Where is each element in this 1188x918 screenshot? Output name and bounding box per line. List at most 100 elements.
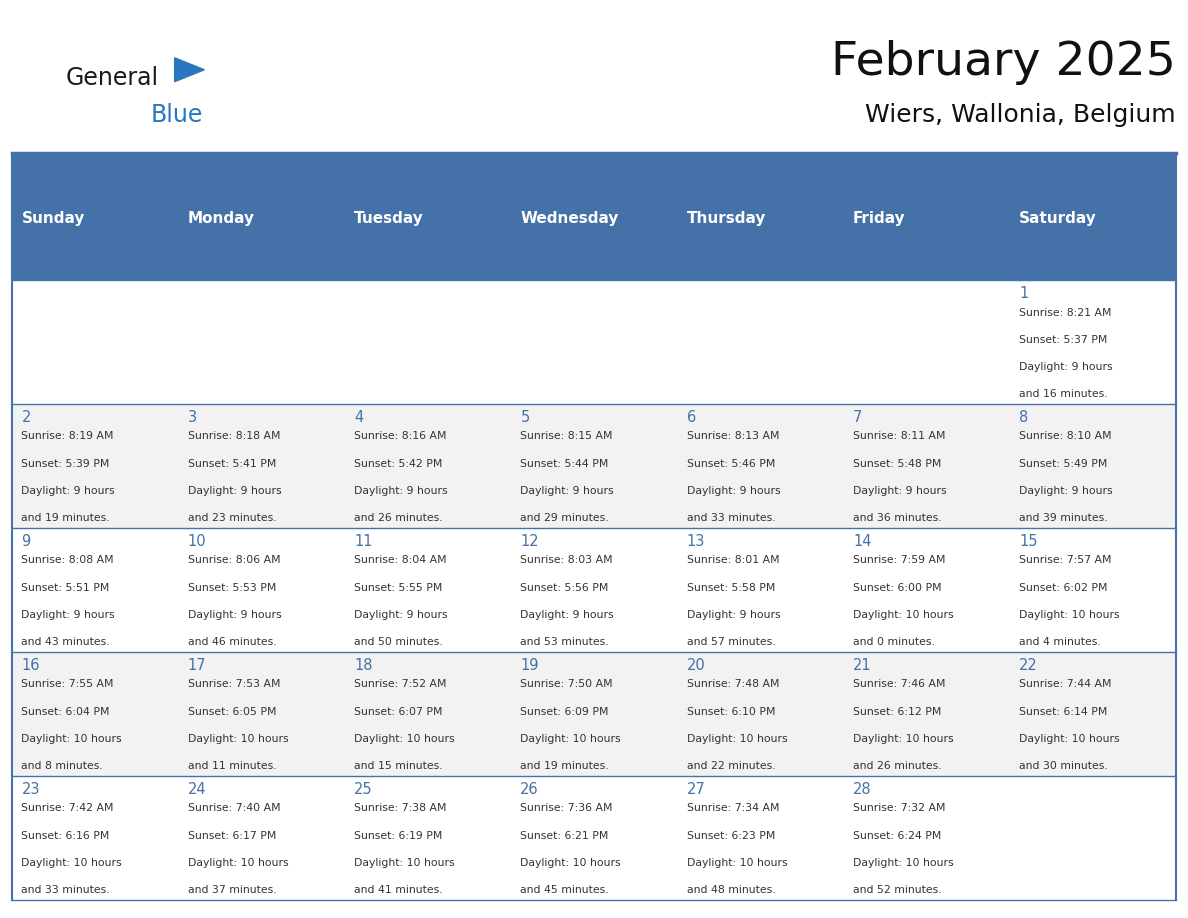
Text: Sunset: 6:00 PM: Sunset: 6:00 PM bbox=[853, 583, 942, 593]
Bar bbox=[511, 652, 677, 776]
Text: and 43 minutes.: and 43 minutes. bbox=[21, 637, 110, 647]
Bar bbox=[12, 156, 178, 280]
Bar bbox=[843, 652, 1010, 776]
Text: and 33 minutes.: and 33 minutes. bbox=[21, 885, 110, 895]
Text: Sunrise: 8:10 AM: Sunrise: 8:10 AM bbox=[1019, 431, 1112, 442]
Bar bbox=[843, 156, 1010, 280]
Bar bbox=[12, 776, 178, 900]
Text: Daylight: 9 hours: Daylight: 9 hours bbox=[520, 610, 614, 620]
Text: Daylight: 10 hours: Daylight: 10 hours bbox=[687, 733, 788, 744]
Text: and 0 minutes.: and 0 minutes. bbox=[853, 637, 935, 647]
Text: and 50 minutes.: and 50 minutes. bbox=[354, 637, 443, 647]
Text: 26: 26 bbox=[520, 782, 539, 797]
Bar bbox=[12, 404, 178, 528]
Bar bbox=[843, 776, 1010, 900]
Text: and 45 minutes.: and 45 minutes. bbox=[520, 885, 609, 895]
Bar bbox=[178, 280, 345, 404]
Text: Sunrise: 8:06 AM: Sunrise: 8:06 AM bbox=[188, 555, 280, 565]
Text: and 53 minutes.: and 53 minutes. bbox=[520, 637, 609, 647]
Bar bbox=[178, 156, 345, 280]
Bar bbox=[1010, 528, 1176, 652]
Text: Sunset: 5:46 PM: Sunset: 5:46 PM bbox=[687, 459, 775, 469]
Text: 28: 28 bbox=[853, 782, 872, 797]
Text: Daylight: 10 hours: Daylight: 10 hours bbox=[687, 857, 788, 868]
Text: 3: 3 bbox=[188, 410, 197, 425]
Text: Sunrise: 7:55 AM: Sunrise: 7:55 AM bbox=[21, 679, 114, 689]
Text: Sunset: 6:02 PM: Sunset: 6:02 PM bbox=[1019, 583, 1107, 593]
Text: Daylight: 9 hours: Daylight: 9 hours bbox=[687, 610, 781, 620]
Text: Wednesday: Wednesday bbox=[520, 210, 619, 226]
Text: Sunrise: 7:40 AM: Sunrise: 7:40 AM bbox=[188, 803, 280, 813]
Bar bbox=[511, 404, 677, 528]
Text: and 15 minutes.: and 15 minutes. bbox=[354, 761, 443, 771]
Text: and 19 minutes.: and 19 minutes. bbox=[21, 513, 110, 523]
Text: 6: 6 bbox=[687, 410, 696, 425]
Text: Sunset: 5:48 PM: Sunset: 5:48 PM bbox=[853, 459, 941, 469]
Text: Sunrise: 8:16 AM: Sunrise: 8:16 AM bbox=[354, 431, 447, 442]
Text: Daylight: 10 hours: Daylight: 10 hours bbox=[1019, 610, 1120, 620]
Text: Sunrise: 7:57 AM: Sunrise: 7:57 AM bbox=[1019, 555, 1112, 565]
Text: 19: 19 bbox=[520, 658, 539, 673]
Text: Sunrise: 8:08 AM: Sunrise: 8:08 AM bbox=[21, 555, 114, 565]
Text: Sunset: 5:37 PM: Sunset: 5:37 PM bbox=[1019, 335, 1107, 345]
Text: Daylight: 10 hours: Daylight: 10 hours bbox=[853, 610, 954, 620]
Bar bbox=[511, 776, 677, 900]
Text: Sunset: 6:09 PM: Sunset: 6:09 PM bbox=[520, 707, 608, 717]
Text: Sunset: 5:56 PM: Sunset: 5:56 PM bbox=[520, 583, 608, 593]
Text: Sunrise: 8:01 AM: Sunrise: 8:01 AM bbox=[687, 555, 779, 565]
Bar bbox=[345, 776, 511, 900]
Bar bbox=[345, 156, 511, 280]
Bar bbox=[1010, 404, 1176, 528]
Bar bbox=[178, 404, 345, 528]
Text: Daylight: 10 hours: Daylight: 10 hours bbox=[853, 733, 954, 744]
Text: Sunrise: 7:50 AM: Sunrise: 7:50 AM bbox=[520, 679, 613, 689]
Text: and 39 minutes.: and 39 minutes. bbox=[1019, 513, 1108, 523]
Text: Daylight: 9 hours: Daylight: 9 hours bbox=[188, 486, 282, 496]
Text: 14: 14 bbox=[853, 534, 872, 549]
Text: Daylight: 10 hours: Daylight: 10 hours bbox=[188, 857, 289, 868]
Text: Sunrise: 7:53 AM: Sunrise: 7:53 AM bbox=[188, 679, 280, 689]
Bar bbox=[511, 528, 677, 652]
Text: Daylight: 9 hours: Daylight: 9 hours bbox=[1019, 362, 1113, 372]
Text: and 26 minutes.: and 26 minutes. bbox=[354, 513, 443, 523]
Bar bbox=[178, 776, 345, 900]
Text: Daylight: 10 hours: Daylight: 10 hours bbox=[21, 733, 122, 744]
Text: 16: 16 bbox=[21, 658, 40, 673]
Text: 10: 10 bbox=[188, 534, 207, 549]
Text: General: General bbox=[65, 66, 158, 90]
Text: Sunrise: 7:34 AM: Sunrise: 7:34 AM bbox=[687, 803, 779, 813]
Text: Sunrise: 7:32 AM: Sunrise: 7:32 AM bbox=[853, 803, 946, 813]
Text: Sunrise: 8:19 AM: Sunrise: 8:19 AM bbox=[21, 431, 114, 442]
Text: Sunrise: 7:46 AM: Sunrise: 7:46 AM bbox=[853, 679, 946, 689]
Text: and 16 minutes.: and 16 minutes. bbox=[1019, 389, 1108, 399]
Bar bbox=[345, 528, 511, 652]
Text: Sunset: 5:51 PM: Sunset: 5:51 PM bbox=[21, 583, 109, 593]
Text: Daylight: 10 hours: Daylight: 10 hours bbox=[188, 733, 289, 744]
Bar bbox=[511, 280, 677, 404]
Text: Sunset: 5:58 PM: Sunset: 5:58 PM bbox=[687, 583, 775, 593]
Text: Daylight: 9 hours: Daylight: 9 hours bbox=[1019, 486, 1113, 496]
Text: and 26 minutes.: and 26 minutes. bbox=[853, 761, 942, 771]
Text: Daylight: 9 hours: Daylight: 9 hours bbox=[21, 610, 115, 620]
Text: Sunrise: 7:52 AM: Sunrise: 7:52 AM bbox=[354, 679, 447, 689]
Text: Daylight: 10 hours: Daylight: 10 hours bbox=[853, 857, 954, 868]
Text: and 41 minutes.: and 41 minutes. bbox=[354, 885, 443, 895]
Text: 12: 12 bbox=[520, 534, 539, 549]
Text: Sunrise: 8:18 AM: Sunrise: 8:18 AM bbox=[188, 431, 280, 442]
Text: Sunset: 5:49 PM: Sunset: 5:49 PM bbox=[1019, 459, 1107, 469]
Text: and 57 minutes.: and 57 minutes. bbox=[687, 637, 776, 647]
Text: Sunset: 6:14 PM: Sunset: 6:14 PM bbox=[1019, 707, 1107, 717]
Text: Sunset: 6:16 PM: Sunset: 6:16 PM bbox=[21, 831, 109, 841]
Bar bbox=[12, 280, 178, 404]
Text: Sunset: 5:42 PM: Sunset: 5:42 PM bbox=[354, 459, 442, 469]
Text: and 48 minutes.: and 48 minutes. bbox=[687, 885, 776, 895]
Text: 21: 21 bbox=[853, 658, 872, 673]
Text: Sunset: 6:24 PM: Sunset: 6:24 PM bbox=[853, 831, 941, 841]
Text: Daylight: 9 hours: Daylight: 9 hours bbox=[21, 486, 115, 496]
Bar bbox=[345, 280, 511, 404]
Text: Sunrise: 7:36 AM: Sunrise: 7:36 AM bbox=[520, 803, 613, 813]
Text: Daylight: 9 hours: Daylight: 9 hours bbox=[520, 486, 614, 496]
Text: and 11 minutes.: and 11 minutes. bbox=[188, 761, 277, 771]
Text: Sunrise: 7:44 AM: Sunrise: 7:44 AM bbox=[1019, 679, 1112, 689]
Text: Daylight: 10 hours: Daylight: 10 hours bbox=[520, 733, 621, 744]
